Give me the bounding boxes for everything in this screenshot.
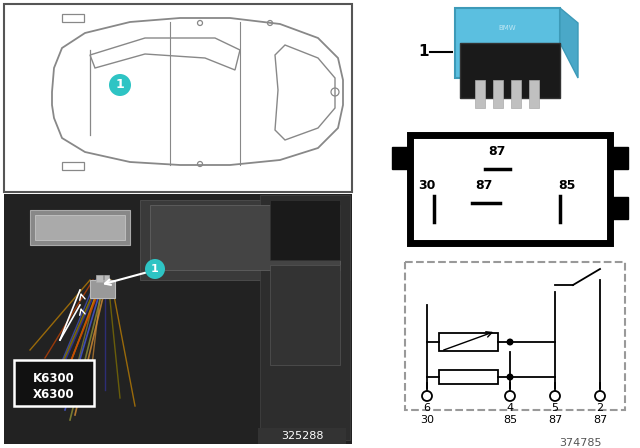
Text: 4: 4 — [506, 403, 513, 413]
Bar — [4, 194, 352, 444]
Bar — [104, 275, 109, 282]
Bar — [529, 80, 539, 108]
Text: 2: 2 — [596, 403, 604, 413]
Bar — [30, 210, 130, 245]
Bar — [260, 195, 350, 440]
Bar — [493, 80, 503, 108]
Circle shape — [595, 391, 605, 401]
Circle shape — [506, 339, 513, 345]
Text: K6300: K6300 — [33, 371, 75, 384]
Circle shape — [505, 391, 515, 401]
Text: 1: 1 — [151, 264, 159, 274]
Circle shape — [422, 391, 432, 401]
Circle shape — [109, 74, 131, 96]
PathPatch shape — [52, 18, 343, 165]
PathPatch shape — [275, 45, 335, 140]
Bar — [35, 215, 125, 240]
Text: BMW: BMW — [498, 25, 516, 31]
PathPatch shape — [560, 8, 578, 78]
Text: 87: 87 — [488, 145, 506, 158]
Bar — [150, 205, 340, 270]
Text: 374785: 374785 — [559, 438, 601, 448]
Bar — [96, 275, 103, 282]
Bar — [270, 265, 340, 365]
Bar — [455, 8, 560, 78]
Text: 325288: 325288 — [281, 431, 323, 441]
Bar — [392, 147, 410, 169]
Text: X6300: X6300 — [33, 388, 75, 401]
Bar — [14, 360, 94, 406]
Text: 85: 85 — [503, 415, 517, 425]
Text: 87: 87 — [548, 415, 562, 425]
Bar — [610, 197, 628, 219]
Bar — [270, 200, 340, 260]
Bar — [90, 280, 115, 298]
Text: 6: 6 — [424, 403, 431, 413]
Bar — [511, 80, 521, 108]
Bar — [610, 147, 628, 169]
Text: 87: 87 — [593, 415, 607, 425]
Text: 1: 1 — [116, 78, 124, 91]
Bar — [439, 333, 498, 351]
Circle shape — [145, 259, 165, 279]
Bar — [140, 200, 350, 280]
PathPatch shape — [90, 38, 240, 70]
Bar — [439, 370, 498, 384]
Text: 87: 87 — [476, 179, 493, 192]
Bar — [62, 162, 84, 170]
Bar — [410, 135, 610, 243]
Bar — [4, 194, 352, 444]
Bar — [4, 4, 352, 192]
Bar — [475, 80, 485, 108]
Text: 1: 1 — [419, 44, 429, 60]
Bar — [258, 428, 346, 444]
Circle shape — [506, 374, 513, 380]
Text: 30: 30 — [419, 179, 436, 192]
Bar — [405, 262, 625, 410]
Text: 5: 5 — [552, 403, 559, 413]
Bar — [460, 43, 560, 98]
Bar — [62, 14, 84, 22]
Text: 85: 85 — [558, 179, 576, 192]
Circle shape — [550, 391, 560, 401]
Text: 30: 30 — [420, 415, 434, 425]
